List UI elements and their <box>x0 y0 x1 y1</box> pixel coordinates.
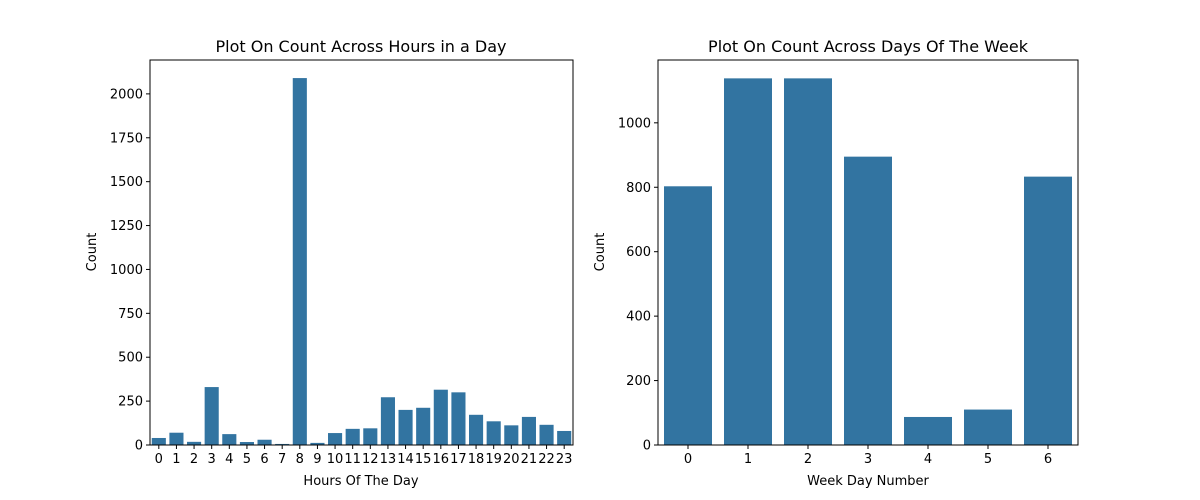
bar-1 <box>169 432 184 445</box>
y-tick-label: 1000 <box>110 263 143 278</box>
x-axis-ticks: 0 1 2 3 4 5 6 7 8 9 10 11 12 13 14 15 16 17 18 19 20 21 22 23 <box>155 445 573 467</box>
chart-title: Plot On Count Across Hours in a Day <box>215 37 506 56</box>
bar-23 <box>557 430 572 445</box>
bar-0 <box>664 186 712 446</box>
y-tick-label: 1750 <box>110 131 143 146</box>
bar-16 <box>433 389 448 445</box>
x-tick-label: 10 <box>327 452 344 467</box>
bar-11 <box>345 428 360 445</box>
x-tick-label: 4 <box>225 452 233 467</box>
hours-chart: Plot On Count Across Hours in a Day 0250… <box>85 37 574 489</box>
x-tick-label: 12 <box>362 452 379 467</box>
x-tick-label: 0 <box>155 452 163 467</box>
x-axis-label: Week Day Number <box>807 474 929 489</box>
x-tick-label: 23 <box>556 452 573 467</box>
x-tick-label: 13 <box>380 452 397 467</box>
bar-10 <box>328 433 343 445</box>
bar-2 <box>187 441 202 445</box>
x-tick-label: 11 <box>344 452 361 467</box>
y-tick-label: 500 <box>118 351 143 366</box>
y-tick-label: 600 <box>626 245 651 260</box>
x-tick-label: 6 <box>1044 452 1052 467</box>
x-tick-label: 7 <box>278 452 286 467</box>
x-tick-label: 18 <box>468 452 485 467</box>
x-tick-label: 5 <box>243 452 251 467</box>
y-tick-label: 2000 <box>110 87 143 102</box>
bar-1 <box>724 78 772 446</box>
x-tick-label: 6 <box>260 452 268 467</box>
x-tick-label: 0 <box>684 452 692 467</box>
x-tick-label: 15 <box>415 452 432 467</box>
plot-frame <box>149 59 574 446</box>
x-tick-label: 20 <box>503 452 520 467</box>
y-axis-label: Count <box>593 233 608 272</box>
bar-20 <box>504 425 519 445</box>
x-tick-label: 19 <box>485 452 502 467</box>
x-tick-label: 8 <box>296 452 304 467</box>
bar-0 <box>151 437 166 445</box>
x-tick-label: 21 <box>521 452 538 467</box>
bar-6 <box>257 439 272 445</box>
bar-12 <box>363 428 378 445</box>
plot-frame <box>657 59 1079 446</box>
x-tick-label: 5 <box>984 452 992 467</box>
x-tick-label: 2 <box>804 452 812 467</box>
bar-18 <box>469 414 484 445</box>
x-tick-label: 14 <box>397 452 414 467</box>
bar-21 <box>521 416 536 445</box>
x-tick-label: 9 <box>313 452 321 467</box>
y-axis-ticks: 0 250 500 750 1000 1250 1500 1750 2000 <box>110 87 150 454</box>
bar-2 <box>784 78 832 446</box>
x-tick-label: 22 <box>538 452 555 467</box>
y-tick-label: 800 <box>626 181 651 196</box>
bar-14 <box>398 409 413 445</box>
bar-17 <box>451 392 466 445</box>
x-axis-label: Hours Of The Day <box>303 474 418 489</box>
bar-group <box>664 78 1072 446</box>
y-tick-label: 1500 <box>110 175 143 190</box>
x-tick-label: 3 <box>208 452 216 467</box>
chart-title: Plot On Count Across Days Of The Week <box>708 37 1029 56</box>
y-tick-label: 400 <box>626 310 651 325</box>
bar-3 <box>204 387 219 445</box>
x-tick-label: 3 <box>864 452 872 467</box>
y-axis-label: Count <box>85 233 100 272</box>
bar-19 <box>486 421 501 445</box>
y-tick-label: 0 <box>135 439 143 454</box>
y-tick-label: 0 <box>643 439 651 454</box>
x-tick-label: 2 <box>190 452 198 467</box>
bar-5 <box>239 442 254 445</box>
y-tick-label: 250 <box>118 395 143 410</box>
bar-13 <box>380 397 395 445</box>
bar-3 <box>844 156 892 445</box>
y-tick-label: 200 <box>626 374 651 389</box>
bar-group <box>151 78 572 445</box>
x-tick-label: 4 <box>924 452 932 467</box>
bar-22 <box>539 424 554 445</box>
bar-6 <box>1024 176 1072 445</box>
x-tick-label: 17 <box>450 452 467 467</box>
y-tick-label: 750 <box>118 307 143 322</box>
bar-5 <box>964 409 1012 445</box>
bar-7 <box>275 443 290 445</box>
y-tick-label: 1000 <box>618 116 651 131</box>
bar-4 <box>904 416 952 445</box>
x-tick-label: 1 <box>172 452 180 467</box>
bar-9 <box>310 442 325 445</box>
x-axis-ticks: 0 1 2 3 4 5 6 <box>684 445 1052 467</box>
y-axis-ticks: 0 200 400 600 800 1000 <box>618 116 658 454</box>
x-tick-label: 1 <box>744 452 752 467</box>
bar-4 <box>222 434 237 445</box>
x-tick-label: 16 <box>433 452 450 467</box>
bar-8 <box>292 78 307 445</box>
y-tick-label: 1250 <box>110 219 143 234</box>
weekday-chart: Plot On Count Across Days Of The Week 0 2… <box>593 37 1079 489</box>
bar-15 <box>416 407 431 445</box>
